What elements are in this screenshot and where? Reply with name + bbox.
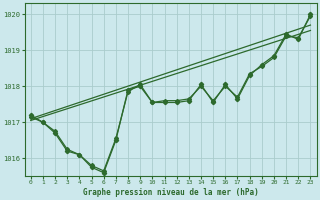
X-axis label: Graphe pression niveau de la mer (hPa): Graphe pression niveau de la mer (hPa) (83, 188, 259, 197)
